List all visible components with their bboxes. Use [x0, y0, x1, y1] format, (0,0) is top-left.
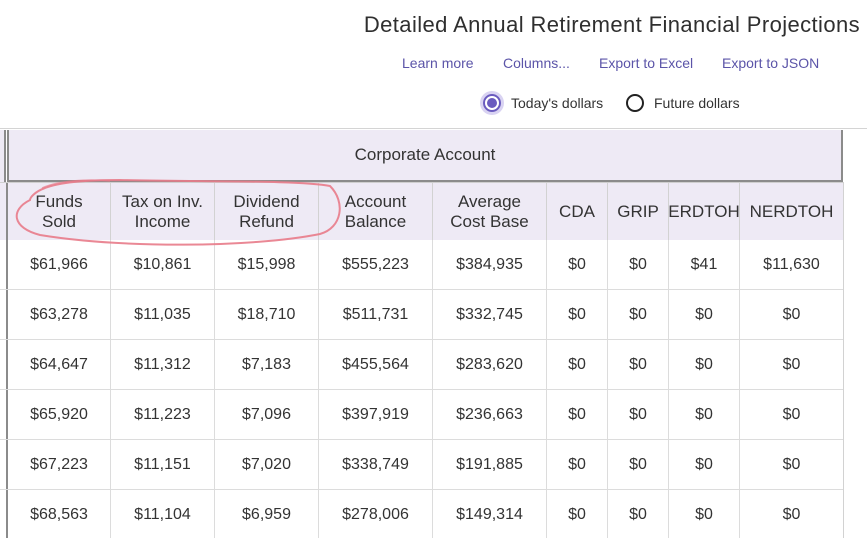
- page-title: Detailed Annual Retirement Financial Pro…: [363, 12, 860, 37]
- table-cell-funds-sold: $64,647: [8, 340, 111, 389]
- radio-label: Future dollars: [654, 95, 740, 111]
- projections-table: Corporate Account Funds Sold Tax on Inv. I…: [0, 130, 867, 538]
- table-cell-grip: $0: [608, 440, 669, 489]
- table-cell-erdtoh: $0: [669, 340, 740, 389]
- table-cell-tax-on-inv-income: $11,151: [111, 440, 215, 489]
- table-cell-tax-on-inv-income: $11,312: [111, 340, 215, 389]
- table-cell-average-cost-base: $149,314: [433, 490, 547, 538]
- divider: [0, 128, 867, 129]
- table-cell-erdtoh: $0: [669, 490, 740, 538]
- radio-label: Today's dollars: [511, 95, 604, 111]
- table-row: $68,563 $11,104 $6,959 $278,006 $149,314 $0 $0…: [0, 490, 844, 538]
- column-header-account-balance[interactable]: Account Balance: [319, 183, 433, 240]
- column-header-previous: [0, 183, 8, 240]
- table-right-border: [843, 182, 844, 538]
- table-cell-average-cost-base: $283,620: [433, 340, 547, 389]
- learn-more-link[interactable]: Learn more: [402, 55, 474, 71]
- table-row: $61,966 $10,861 $15,998 $555,223 $384,935 $0 $…: [0, 240, 844, 290]
- table-cell-funds-sold: $63,278: [8, 290, 111, 339]
- table-cell-tax-on-inv-income: $11,104: [111, 490, 215, 538]
- table-row: $65,920 $11,223 $7,096 $397,919 $236,663 $0 $0…: [0, 390, 844, 440]
- table-row: $64,647 $11,312 $7,183 $455,564 $283,620 $0 $0…: [0, 340, 844, 390]
- table-cell-account-balance: $397,919: [319, 390, 433, 439]
- table-cell-grip: $0: [608, 340, 669, 389]
- radio-todays-dollars[interactable]: Today's dollars: [483, 91, 603, 115]
- table-cell-average-cost-base: $236,663: [433, 390, 547, 439]
- table-cell-erdtoh: $0: [669, 290, 740, 339]
- table-cell-previous: [0, 440, 8, 489]
- previous-group-header-edge: [0, 130, 6, 182]
- table-cell-dividend-refund: $18,710: [215, 290, 319, 339]
- table-cell-account-balance: $338,749: [319, 440, 433, 489]
- table-cell-nerdtoh: $0: [740, 340, 844, 389]
- table-cell-cda: $0: [547, 290, 608, 339]
- table-cell-grip: $0: [608, 490, 669, 538]
- table-cell-funds-sold: $61,966: [8, 240, 111, 289]
- radio-selected-icon: [483, 94, 501, 112]
- table-cell-previous: [0, 340, 8, 389]
- table-cell-grip: $0: [608, 390, 669, 439]
- table-cell-nerdtoh: $0: [740, 290, 844, 339]
- table-cell-account-balance: $511,731: [319, 290, 433, 339]
- table-cell-tax-on-inv-income: $10,861: [111, 240, 215, 289]
- table-cell-erdtoh: $0: [669, 390, 740, 439]
- table-cell-grip: $0: [608, 240, 669, 289]
- radio-unselected-icon: [626, 94, 644, 112]
- table-cell-cda: $0: [547, 240, 608, 289]
- table-cell-funds-sold: $68,563: [8, 490, 111, 538]
- table-cell-dividend-refund: $15,998: [215, 240, 319, 289]
- table-row: $67,223 $11,151 $7,020 $338,749 $191,885 $0 $0…: [0, 440, 844, 490]
- table-cell-nerdtoh: $0: [740, 390, 844, 439]
- group-header-corporate-account: Corporate Account: [7, 130, 843, 182]
- table-cell-dividend-refund: $7,020: [215, 440, 319, 489]
- column-header-nerdtoh[interactable]: NERDTOH: [740, 183, 844, 240]
- table-cell-cda: $0: [547, 490, 608, 538]
- table-cell-grip: $0: [608, 290, 669, 339]
- export-excel-link[interactable]: Export to Excel: [599, 55, 694, 71]
- table-cell-tax-on-inv-income: $11,223: [111, 390, 215, 439]
- column-header-grip[interactable]: GRIP: [608, 183, 669, 240]
- table-cell-average-cost-base: $384,935: [433, 240, 547, 289]
- table-cell-funds-sold: $65,920: [8, 390, 111, 439]
- table-cell-previous: [0, 240, 8, 289]
- column-header-row: Funds Sold Tax on Inv. Income Dividend Refu…: [0, 182, 844, 240]
- column-header-tax-on-inv-income[interactable]: Tax on Inv. Income: [111, 183, 215, 240]
- table-cell-nerdtoh: $0: [740, 440, 844, 489]
- export-json-link[interactable]: Export to JSON: [722, 55, 820, 71]
- table-cell-account-balance: $555,223: [319, 240, 433, 289]
- table-cell-average-cost-base: $191,885: [433, 440, 547, 489]
- table-cell-erdtoh: $0: [669, 440, 740, 489]
- column-header-funds-sold[interactable]: Funds Sold: [8, 183, 111, 240]
- table-cell-average-cost-base: $332,745: [433, 290, 547, 339]
- table-cell-erdtoh: $41: [669, 240, 740, 289]
- table-cell-account-balance: $278,006: [319, 490, 433, 538]
- table-cell-funds-sold: $67,223: [8, 440, 111, 489]
- table-cell-nerdtoh: $11,630: [740, 240, 844, 289]
- column-header-cda[interactable]: CDA: [547, 183, 608, 240]
- table-cell-account-balance: $455,564: [319, 340, 433, 389]
- table-cell-previous: [0, 490, 8, 538]
- table-row: $63,278 $11,035 $18,710 $511,731 $332,745 $0 $…: [0, 290, 844, 340]
- column-header-dividend-refund[interactable]: Dividend Refund: [215, 183, 319, 240]
- table-cell-previous: [0, 290, 8, 339]
- table-cell-tax-on-inv-income: $11,035: [111, 290, 215, 339]
- table-cell-previous: [0, 390, 8, 439]
- table-cell-dividend-refund: $6,959: [215, 490, 319, 538]
- column-header-erdtoh[interactable]: ERDTOH: [668, 183, 740, 240]
- table-cell-cda: $0: [547, 390, 608, 439]
- column-header-average-cost-base[interactable]: Average Cost Base: [433, 183, 547, 240]
- table-cell-nerdtoh: $0: [740, 490, 844, 538]
- radio-future-dollars[interactable]: Future dollars: [626, 91, 740, 115]
- table-cell-cda: $0: [547, 340, 608, 389]
- table-cell-dividend-refund: $7,096: [215, 390, 319, 439]
- table-cell-dividend-refund: $7,183: [215, 340, 319, 389]
- table-cell-cda: $0: [547, 440, 608, 489]
- columns-link[interactable]: Columns...: [503, 55, 570, 71]
